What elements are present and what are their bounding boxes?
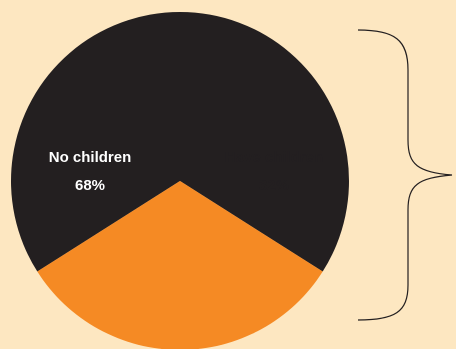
pie-slice-no-children (11, 11, 349, 272)
slice-value-no-children: 68% (75, 177, 105, 194)
curly-brace-annotation (357, 29, 453, 321)
pie-slice-have-children (37, 181, 323, 349)
pie-slices (11, 11, 349, 349)
pie-labels: No children 68% Have children 32% (49, 149, 323, 194)
slice-value-have-children: 32% (259, 177, 289, 194)
slice-label-no-children: No children (49, 149, 132, 166)
slice-label-have-children: Have children (225, 149, 323, 166)
